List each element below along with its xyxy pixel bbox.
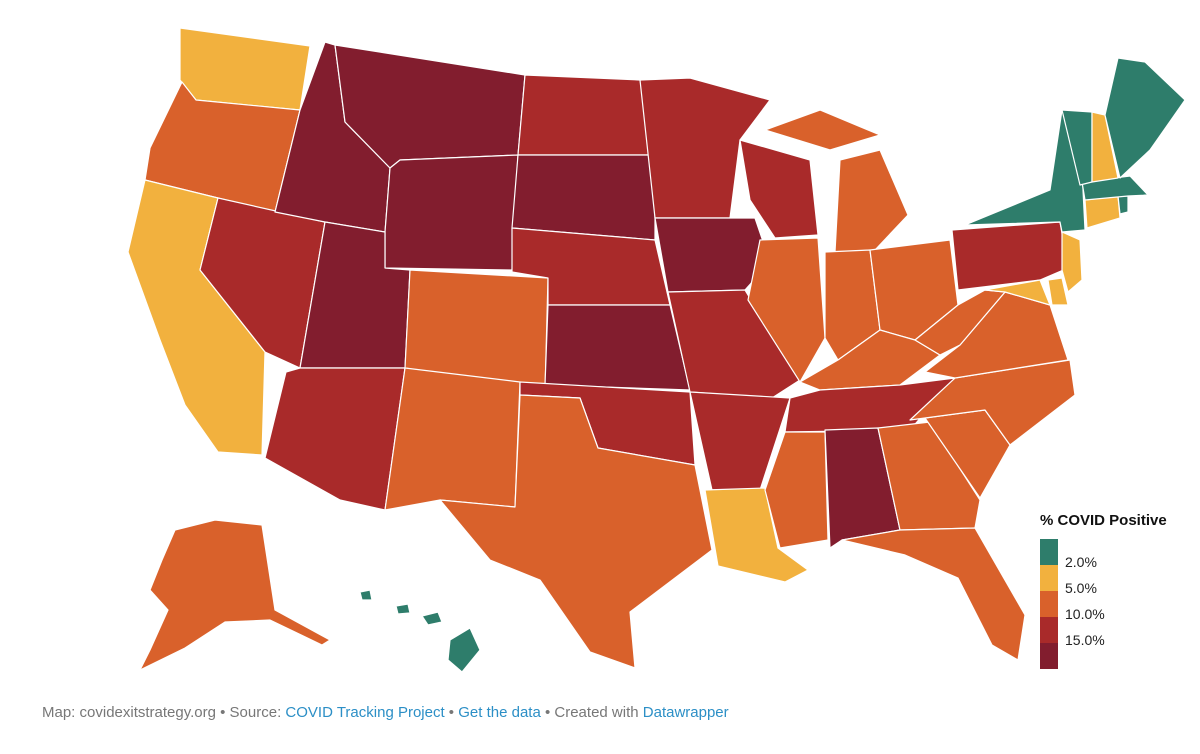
legend-swatch-2 (1040, 591, 1058, 617)
legend-label-2pct: 2.0% (1065, 554, 1097, 570)
state-New Hampshire[interactable] (1091, 111, 1119, 183)
source-link[interactable]: COVID Tracking Project (285, 704, 445, 721)
legend-swatch-3 (1040, 617, 1058, 643)
state-Louisiana[interactable] (704, 487, 809, 583)
state-Delaware[interactable] (1047, 277, 1069, 306)
state-Pennsylvania[interactable] (951, 221, 1069, 291)
legend-color-bar (1040, 539, 1058, 669)
get-data-link[interactable]: Get the data (458, 704, 541, 721)
state-South Dakota[interactable] (511, 154, 656, 241)
state-Georgia[interactable] (877, 421, 981, 531)
legend-swatch-1 (1040, 565, 1058, 591)
state-Massachusetts[interactable] (1081, 175, 1149, 201)
footer-sep-tool: • Created with (540, 704, 643, 721)
state-Maine[interactable] (1104, 57, 1186, 179)
state-New Jersey[interactable] (1061, 231, 1083, 293)
state-Florida[interactable] (841, 527, 1026, 661)
footer-sep-data: • (444, 704, 459, 721)
footer-sep-source: • Source: (215, 704, 286, 721)
state-Illinois[interactable] (747, 237, 826, 383)
state-Maryland[interactable] (984, 279, 1051, 306)
footer-credit: Map: covidexitstrategy.org (42, 704, 216, 721)
state-Texas[interactable] (439, 394, 713, 669)
state-Michigan[interactable] (834, 149, 909, 253)
state-Wisconsin[interactable] (739, 139, 819, 239)
state-Michigan-UP[interactable] (764, 109, 881, 151)
map-footer: Map: covidexitstrategy.org • Source: COV… (42, 704, 729, 721)
legend-swatch-0 (1040, 539, 1058, 565)
legend-label-5pct: 5.0% (1065, 580, 1097, 596)
legend-label-10pct: 10.0% (1065, 606, 1105, 622)
datawrapper-link[interactable]: Datawrapper (642, 704, 729, 721)
state-New Mexico[interactable] (384, 367, 521, 511)
map-legend: % COVID Positive 2.0% 5.0% 10.0% 15.0% (1040, 512, 1190, 669)
state-Kansas[interactable] (544, 304, 691, 391)
state-North Dakota[interactable] (517, 74, 656, 156)
state-Rhode Island[interactable] (1117, 195, 1129, 215)
legend-swatch-4 (1040, 643, 1058, 669)
state-Missouri[interactable] (667, 289, 801, 399)
legend-label-15pct: 15.0% (1065, 632, 1105, 648)
state-Alaska[interactable] (139, 519, 331, 671)
us-choropleth-map: % COVID Positive 2.0% 5.0% 10.0% 15.0% (127, 27, 1190, 673)
state-Arizona[interactable] (264, 367, 406, 511)
state-Connecticut[interactable] (1084, 195, 1121, 229)
legend-title: % COVID Positive (1040, 512, 1167, 529)
map-svg (127, 27, 1186, 673)
state-Mississippi[interactable] (764, 431, 829, 549)
state-Washington[interactable] (179, 27, 311, 111)
state-Wyoming[interactable] (384, 154, 519, 271)
state-Hawaii[interactable] (359, 589, 481, 673)
